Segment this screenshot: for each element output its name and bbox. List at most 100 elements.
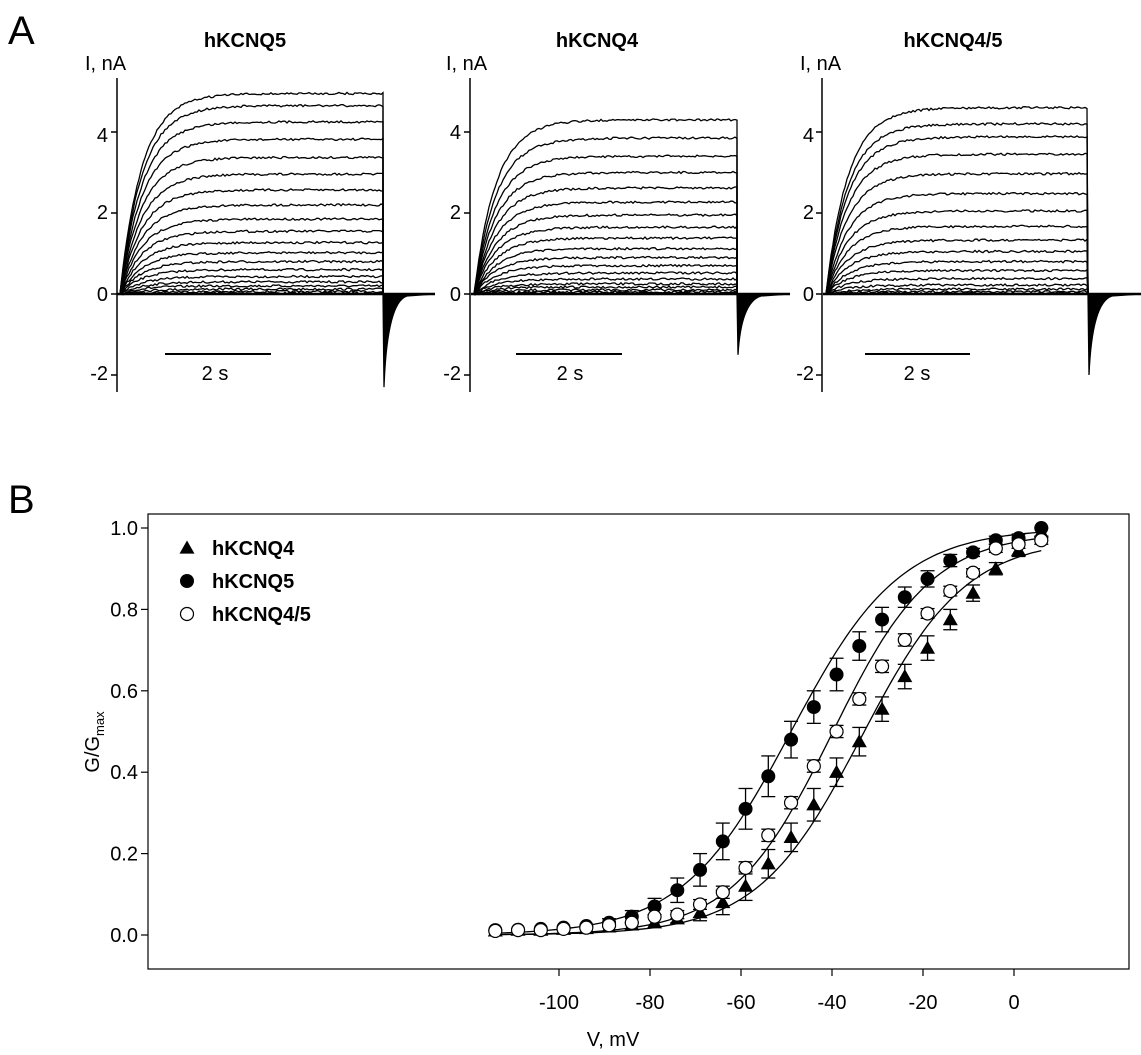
current-sweep — [119, 172, 384, 295]
current-unit-label: I, nA — [446, 53, 488, 75]
data-point-triangle — [829, 764, 845, 778]
data-point-circle — [784, 732, 799, 747]
current-sweep — [825, 289, 1089, 295]
data-point-circle — [920, 571, 935, 586]
current-sweep — [473, 255, 738, 295]
data-point-triangle — [179, 540, 195, 554]
x-axis-label: V, mV — [587, 1029, 640, 1051]
y-tick-label: 0 — [450, 284, 461, 306]
current-sweep — [473, 154, 738, 295]
tail-current — [1087, 293, 1141, 376]
y-tick-label: 2 — [803, 202, 814, 224]
current-sweep — [825, 291, 1089, 296]
current-sweep — [473, 170, 738, 295]
data-point-open-circle — [488, 923, 503, 939]
current-sweep — [119, 137, 384, 295]
data-point-triangle — [920, 640, 936, 654]
x-tick-label: -60 — [727, 992, 756, 1014]
data-point-triangle — [806, 797, 822, 811]
trace-title: hKCNQ4/5 — [904, 30, 1003, 52]
data-point-triangle — [942, 612, 958, 626]
data-point-open-circle — [761, 828, 776, 843]
legend-label: hKCNQ4/5 — [212, 604, 311, 626]
data-point-circle — [1034, 521, 1049, 535]
data-point-open-circle — [692, 897, 708, 912]
trace-panel-hkcnq5: hKCNQ5 I, nA 4 2 0 -2 2 s — [85, 30, 436, 392]
y-tick-label: 0.6 — [110, 681, 138, 703]
data-point-circle — [966, 545, 981, 560]
chart-axes: -100 -80 -60 -40 -20 0 0.0 0.2 0.4 0.6 0.8 1.0 — [110, 518, 1019, 1014]
current-sweep — [119, 267, 384, 295]
data-point-open-circle — [738, 860, 753, 875]
current-sweep — [119, 284, 384, 295]
current-sweep — [473, 224, 738, 295]
current-sweep — [825, 171, 1089, 295]
data-point-circle — [852, 639, 867, 654]
time-scale-label: 2 s — [557, 363, 584, 385]
data-point-circle — [943, 553, 958, 568]
current-sweep — [825, 209, 1089, 295]
data-point-open-circle — [715, 885, 730, 900]
data-point-open-circle — [943, 583, 958, 599]
legend-label: hKCNQ4 — [212, 538, 295, 560]
current-sweep — [119, 229, 384, 295]
trace-title: hKCNQ4 — [556, 30, 639, 52]
y-tick-label: 0.8 — [110, 599, 138, 621]
data-point-circle — [670, 883, 685, 898]
trace-panel-hkcnq4: hKCNQ4 I, nA 4 2 0 -2 2 s — [443, 30, 791, 392]
current-sweep — [473, 263, 738, 295]
trace-title: hKCNQ5 — [204, 30, 286, 52]
y-tick-label: 0 — [97, 284, 108, 306]
y-tick-label: 0.4 — [110, 762, 138, 784]
data-point-open-circle — [965, 565, 981, 580]
current-sweep — [119, 155, 384, 295]
current-sweep — [119, 202, 384, 295]
current-sweep — [825, 287, 1089, 295]
data-point-circle — [875, 612, 890, 627]
y-tick-label: 0.0 — [110, 925, 138, 947]
panel-a-letter: A — [8, 9, 35, 53]
current-sweep — [119, 103, 384, 295]
current-sweep — [473, 213, 738, 295]
current-sweep — [825, 249, 1089, 295]
data-point-open-circle — [988, 541, 1003, 556]
current-sweep — [473, 285, 738, 295]
y-tick-label: 1.0 — [110, 518, 138, 540]
current-sweep — [473, 271, 738, 295]
current-sweep — [473, 291, 738, 296]
current-sweep — [473, 118, 738, 295]
current-sweep — [119, 259, 384, 295]
data-point-circle — [897, 590, 912, 605]
data-point-circle — [761, 769, 776, 784]
current-sweep — [119, 274, 384, 295]
y-axis-label-main: G/G — [82, 736, 104, 773]
data-point-open-circle — [897, 632, 912, 648]
panel-b-letter: B — [8, 478, 35, 522]
y-tick-label: 2 — [97, 202, 108, 224]
current-sweep — [473, 136, 738, 295]
data-point-triangle — [783, 829, 799, 843]
data-point-circle — [647, 899, 662, 914]
current-sweep — [119, 120, 384, 295]
data-point-circle — [693, 862, 708, 877]
current-sweep — [119, 291, 384, 296]
data-point-open-circle — [601, 918, 617, 933]
current-sweep — [473, 290, 738, 296]
x-tick-label: -80 — [636, 992, 665, 1014]
legend: hKCNQ4 hKCNQ5 hKCNQ4/5 — [179, 538, 311, 626]
data-point-open-circle — [783, 795, 799, 810]
gv-chart: -100 -80 -60 -40 -20 0 0.0 0.2 0.4 0.6 0.8 1.0 hKCN… — [82, 513, 1130, 1051]
y-tick-label: 0 — [803, 284, 814, 306]
data-point-open-circle — [1034, 533, 1049, 548]
data-point-open-circle — [533, 923, 548, 938]
current-sweep — [473, 288, 738, 296]
data-point-open-circle — [670, 907, 685, 922]
data-point-open-circle — [179, 606, 195, 622]
data-point-circle — [715, 834, 730, 849]
current-sweep — [119, 279, 384, 295]
time-scale-label: 2 s — [904, 363, 931, 385]
y-tick-label: 2 — [450, 202, 461, 224]
data-point-triangle — [692, 905, 708, 919]
data-point-open-circle — [556, 921, 571, 936]
current-sweep — [119, 188, 384, 295]
